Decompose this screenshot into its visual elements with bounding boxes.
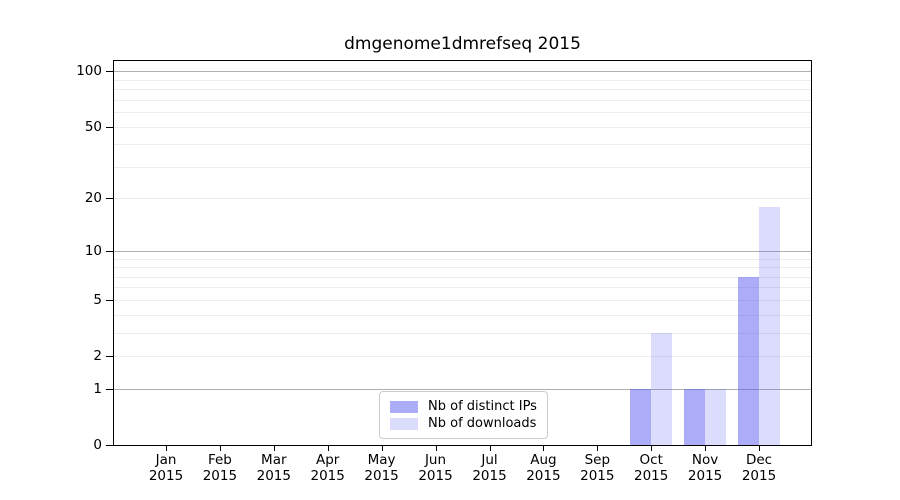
y-tick-label: 10 xyxy=(84,242,102,259)
gridline-minor xyxy=(114,79,811,81)
legend: Nb of distinct IPs Nb of downloads xyxy=(379,391,548,439)
x-tick xyxy=(543,445,545,451)
y-tick xyxy=(106,445,113,446)
gridline-minor xyxy=(114,258,811,260)
x-tick xyxy=(381,445,383,451)
y-tick xyxy=(106,299,113,301)
y-tick xyxy=(106,198,113,200)
x-tick-label-sep: Sep 2015 xyxy=(580,452,615,484)
x-tick-label-apr: Apr 2015 xyxy=(310,452,345,484)
y-tick xyxy=(106,388,113,390)
y-tick xyxy=(106,71,113,73)
x-tick-label-aug: Aug 2015 xyxy=(526,452,561,484)
x-tick xyxy=(435,445,437,451)
gridline-major xyxy=(114,388,811,390)
gridline-minor xyxy=(114,144,811,146)
y-tick-label: 5 xyxy=(93,291,102,308)
gridline-minor xyxy=(114,198,811,200)
gridline-minor xyxy=(114,287,811,289)
y-tick-label: 0 xyxy=(93,437,102,453)
legend-swatch-downloads xyxy=(390,417,418,430)
legend-item-downloads: Nb of downloads xyxy=(390,415,537,432)
legend-label-downloads: Nb of downloads xyxy=(428,416,537,431)
x-tick xyxy=(166,445,167,451)
bar-nb-of-distinct-ips-dec xyxy=(738,276,759,445)
y-tick xyxy=(106,356,113,357)
y-tick-label: 1 xyxy=(93,380,102,397)
y-tick-label: 50 xyxy=(84,118,102,135)
x-tick-label-jul: Jul 2015 xyxy=(472,452,507,484)
gridline-major xyxy=(114,250,811,252)
gridline-minor xyxy=(114,299,811,301)
gridline-minor xyxy=(114,314,811,316)
gridline-minor xyxy=(114,112,811,113)
y-tick-label: 100 xyxy=(76,63,102,80)
gridline-minor xyxy=(114,89,811,90)
gridline-major xyxy=(114,71,811,73)
bar-nb-of-downloads-dec xyxy=(759,206,780,445)
gridline-minor xyxy=(114,332,811,334)
x-tick xyxy=(219,445,221,451)
bar-nb-of-downloads-nov xyxy=(705,388,727,445)
x-tick xyxy=(651,445,653,451)
gridline-minor xyxy=(114,126,811,128)
x-tick-label-mar: Mar 2015 xyxy=(256,452,291,484)
x-tick-label-oct: Oct 2015 xyxy=(634,452,669,484)
chart-title: dmgenome1dmrefseq 2015 xyxy=(344,34,581,54)
x-tick xyxy=(273,445,275,451)
x-tick xyxy=(327,445,329,451)
legend-swatch-distinct-ips xyxy=(390,400,418,413)
x-tick xyxy=(489,445,491,451)
legend-label-distinct-ips: Nb of distinct IPs xyxy=(428,399,537,414)
y-tick-label: 2 xyxy=(93,348,102,364)
x-tick-label-feb: Feb 2015 xyxy=(202,452,238,484)
gridline-minor xyxy=(114,356,811,357)
legend-item-distinct-ips: Nb of distinct IPs xyxy=(390,398,537,415)
bar-nb-of-downloads-oct xyxy=(651,332,673,445)
x-tick-label-jan: Jan 2015 xyxy=(148,452,184,484)
x-tick-label-may: May 2015 xyxy=(364,452,399,484)
y-tick xyxy=(106,250,113,252)
bar-nb-of-distinct-ips-oct xyxy=(630,388,652,445)
gridline-minor xyxy=(114,276,811,278)
plot-area: 0 1 2 5 10 20 50 100 Jan 2015 Feb 2015 Mar 2015 Apr… xyxy=(76,60,812,484)
y-tick xyxy=(106,126,113,128)
x-tick xyxy=(759,445,760,451)
x-tick xyxy=(597,445,599,451)
gridline-minor xyxy=(114,267,811,268)
gridline-minor xyxy=(114,166,811,168)
x-tick-label-dec: Dec 2015 xyxy=(741,452,777,484)
x-tick-label-jun: Jun 2015 xyxy=(418,452,453,484)
x-tick xyxy=(705,445,707,451)
y-tick-label: 20 xyxy=(84,190,102,207)
gridline-minor xyxy=(114,99,811,101)
x-tick-label-nov: Nov 2015 xyxy=(687,452,723,484)
bar-nb-of-distinct-ips-nov xyxy=(684,388,706,445)
